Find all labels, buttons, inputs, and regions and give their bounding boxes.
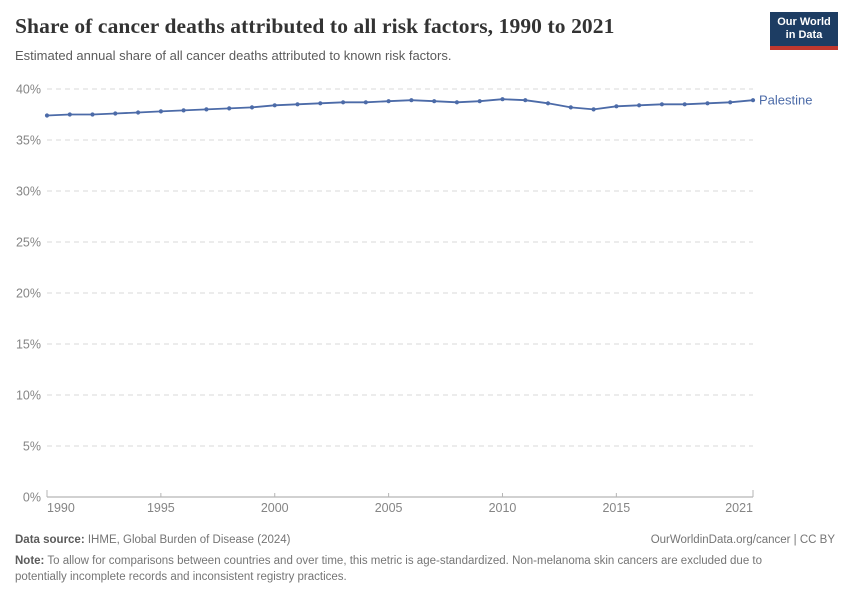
- data-line: [46, 98, 754, 117]
- data-source-value: IHME, Global Burden of Disease (2024): [84, 534, 291, 546]
- data-point: [500, 97, 505, 102]
- owid-logo-line1: Our World: [777, 16, 831, 28]
- data-point: [341, 100, 346, 105]
- y-axis-tick-label: 5%: [23, 440, 41, 454]
- chart-area: 0% 5% 10% 15% 20% 25% 30% 35% 40% 1990 1995 2000 200…: [16, 83, 813, 516]
- owid-logo: Our World in Data: [770, 12, 838, 50]
- y-axis-tick-label: 40%: [16, 83, 41, 97]
- x-axis-tick-label: 2021: [725, 501, 753, 515]
- data-point: [158, 109, 163, 114]
- x-axis-tick-label: 2015: [602, 501, 630, 515]
- data-point: [204, 107, 209, 112]
- series-label-palestine: Palestine: [759, 93, 812, 108]
- x-axis-tick-label: 2005: [375, 501, 403, 515]
- data-point: [318, 101, 323, 106]
- data-point: [545, 101, 551, 106]
- x-axis-tick-label: 2010: [489, 501, 517, 515]
- data-point: [728, 100, 733, 105]
- y-axis-tick-label: 15%: [16, 338, 41, 352]
- data-point: [295, 102, 300, 107]
- data-point: [432, 99, 437, 104]
- footer-source-row: Data source: IHME, Global Burden of Dise…: [15, 532, 835, 548]
- data-point: [568, 105, 573, 110]
- y-axis-tick-label: 10%: [16, 389, 41, 403]
- data-point: [659, 102, 665, 107]
- y-axis-tick-label: 20%: [16, 287, 41, 301]
- credit-link: OurWorldinData.org/cancer | CC BY: [650, 534, 835, 546]
- data-source-line: Data source: IHME, Global Burden of Dise…: [15, 532, 291, 548]
- footer-note: Note: To allow for comparisons between c…: [15, 553, 787, 585]
- note-text: To allow for comparisons between countri…: [15, 555, 763, 584]
- footer: Data source: IHME, Global Burden of Dise…: [15, 532, 835, 585]
- data-point: [682, 102, 687, 107]
- data-point: [637, 103, 642, 108]
- data-point: [272, 103, 277, 108]
- data-point: [454, 100, 459, 105]
- data-point: [249, 105, 255, 110]
- data-source-label: Data source:: [15, 534, 85, 546]
- data-point: [591, 107, 596, 112]
- y-axis-tick-label: 35%: [16, 134, 41, 148]
- y-axis-tick-label: 30%: [16, 185, 41, 199]
- owid-logo-line2: in Data: [785, 29, 823, 41]
- data-point: [386, 99, 391, 104]
- data-point: [409, 98, 414, 103]
- data-point: [90, 112, 95, 117]
- data-point: [363, 100, 368, 105]
- data-point: [705, 101, 710, 106]
- data-point: [67, 112, 72, 117]
- y-axis-tick-label: 0%: [23, 491, 41, 505]
- page-title: Share of cancer deaths attributed to all…: [15, 14, 615, 38]
- x-axis-tick-label: 1995: [147, 501, 175, 515]
- data-point: [750, 98, 756, 103]
- data-point: [227, 106, 232, 111]
- data-point: [477, 99, 482, 104]
- x-axis-tick-label: 2000: [261, 501, 289, 515]
- data-point: [614, 104, 619, 109]
- data-point: [113, 111, 118, 116]
- page-subtitle: Estimated annual share of all cancer dea…: [15, 48, 452, 63]
- data-point: [181, 108, 186, 113]
- data-point: [136, 110, 141, 115]
- y-axis-tick-label: 25%: [16, 236, 41, 250]
- x-axis-tick-label: 1990: [47, 501, 75, 515]
- data-point: [523, 98, 528, 103]
- data-point: [44, 113, 50, 118]
- note-label: Note:: [15, 555, 45, 568]
